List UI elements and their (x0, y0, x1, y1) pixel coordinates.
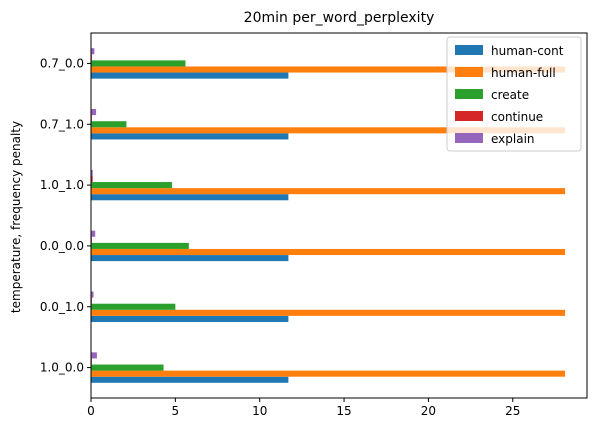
bar-create-1.0_1.0 (91, 182, 172, 189)
bar-explain-0.7_0.0 (91, 48, 95, 55)
y-tick-label: 1.0_1.0 (40, 178, 84, 192)
x-tick-label: 15 (336, 404, 351, 418)
bar-human-cont-0.0_0.0 (91, 255, 289, 262)
bar-create-0.7_1.0 (91, 121, 127, 128)
x-ticks: 0 5 10 15 20 25 (87, 398, 520, 418)
legend-swatch-human-cont (455, 45, 483, 55)
bar-explain-0.0_0.0 (91, 230, 96, 237)
x-tick-label: 0 (87, 404, 95, 418)
bar-explain-1.0_1.0 (91, 169, 93, 176)
y-tick-label: 0.0_1.0 (40, 300, 84, 314)
bar-create-0.0_0.0 (91, 242, 189, 249)
bar-create-1.0_0.0 (91, 364, 164, 371)
bar-create-0.0_1.0 (91, 303, 176, 310)
bar-human-full-0.7_1.0 (91, 127, 566, 134)
legend-label-create: create (491, 88, 529, 102)
legend-box (446, 36, 582, 152)
legend-swatch-create (455, 89, 483, 99)
bar-human-full-1.0_0.0 (91, 370, 566, 377)
plot-frame (90, 32, 588, 399)
y-axis-label: temperature, frequency penalty (9, 121, 23, 313)
bar-explain-1.0_0.0 (91, 352, 97, 359)
bar-explain-0.7_1.0 (91, 109, 97, 116)
y-ticks: 1.0_0.0 0.0_1.0 0.0_0.0 1.0_1.0 0.7_1.0 0.7_0… (40, 56, 91, 375)
bars-layer (91, 48, 566, 383)
x-tick-label: 5 (172, 404, 180, 418)
legend-label-human-cont: human-cont (491, 44, 564, 58)
bar-human-full-0.0_1.0 (91, 309, 566, 316)
bar-human-cont-1.0_0.0 (91, 376, 289, 383)
y-tick-label: 1.0_0.0 (40, 361, 84, 375)
x-tick-label: 10 (252, 404, 267, 418)
legend-swatch-continue (455, 111, 483, 121)
bar-human-full-0.0_0.0 (91, 248, 566, 256)
bar-explain-0.0_1.0 (91, 291, 94, 298)
legend-label-continue: continue (491, 110, 543, 124)
x-tick-label: 20 (421, 404, 436, 418)
bar-human-cont-0.7_1.0 (91, 133, 289, 140)
bar-human-cont-0.0_1.0 (91, 315, 289, 322)
legend: human-cont human-full create continue explai… (446, 36, 582, 152)
bar-human-cont-0.7_0.0 (91, 72, 289, 79)
y-tick-label: 0.7_0.0 (40, 56, 84, 70)
bar-human-cont-1.0_1.0 (91, 194, 289, 201)
legend-label-explain: explain (491, 132, 535, 146)
bar-human-full-1.0_1.0 (91, 188, 566, 195)
x-tick-label: 25 (505, 404, 520, 418)
y-tick-label: 0.0_0.0 (40, 239, 84, 253)
bar-human-full-0.7_0.0 (91, 66, 566, 73)
legend-swatch-human-full (455, 67, 483, 77)
bar-continue-1.0_1.0 (91, 175, 93, 183)
chart-title: 20min per_word_perplexity (244, 10, 435, 26)
y-tick-label: 0.7_1.0 (40, 117, 84, 131)
legend-swatch-explain (455, 133, 483, 143)
bar-create-0.7_0.0 (91, 60, 186, 67)
legend-label-human-full: human-full (491, 66, 556, 80)
